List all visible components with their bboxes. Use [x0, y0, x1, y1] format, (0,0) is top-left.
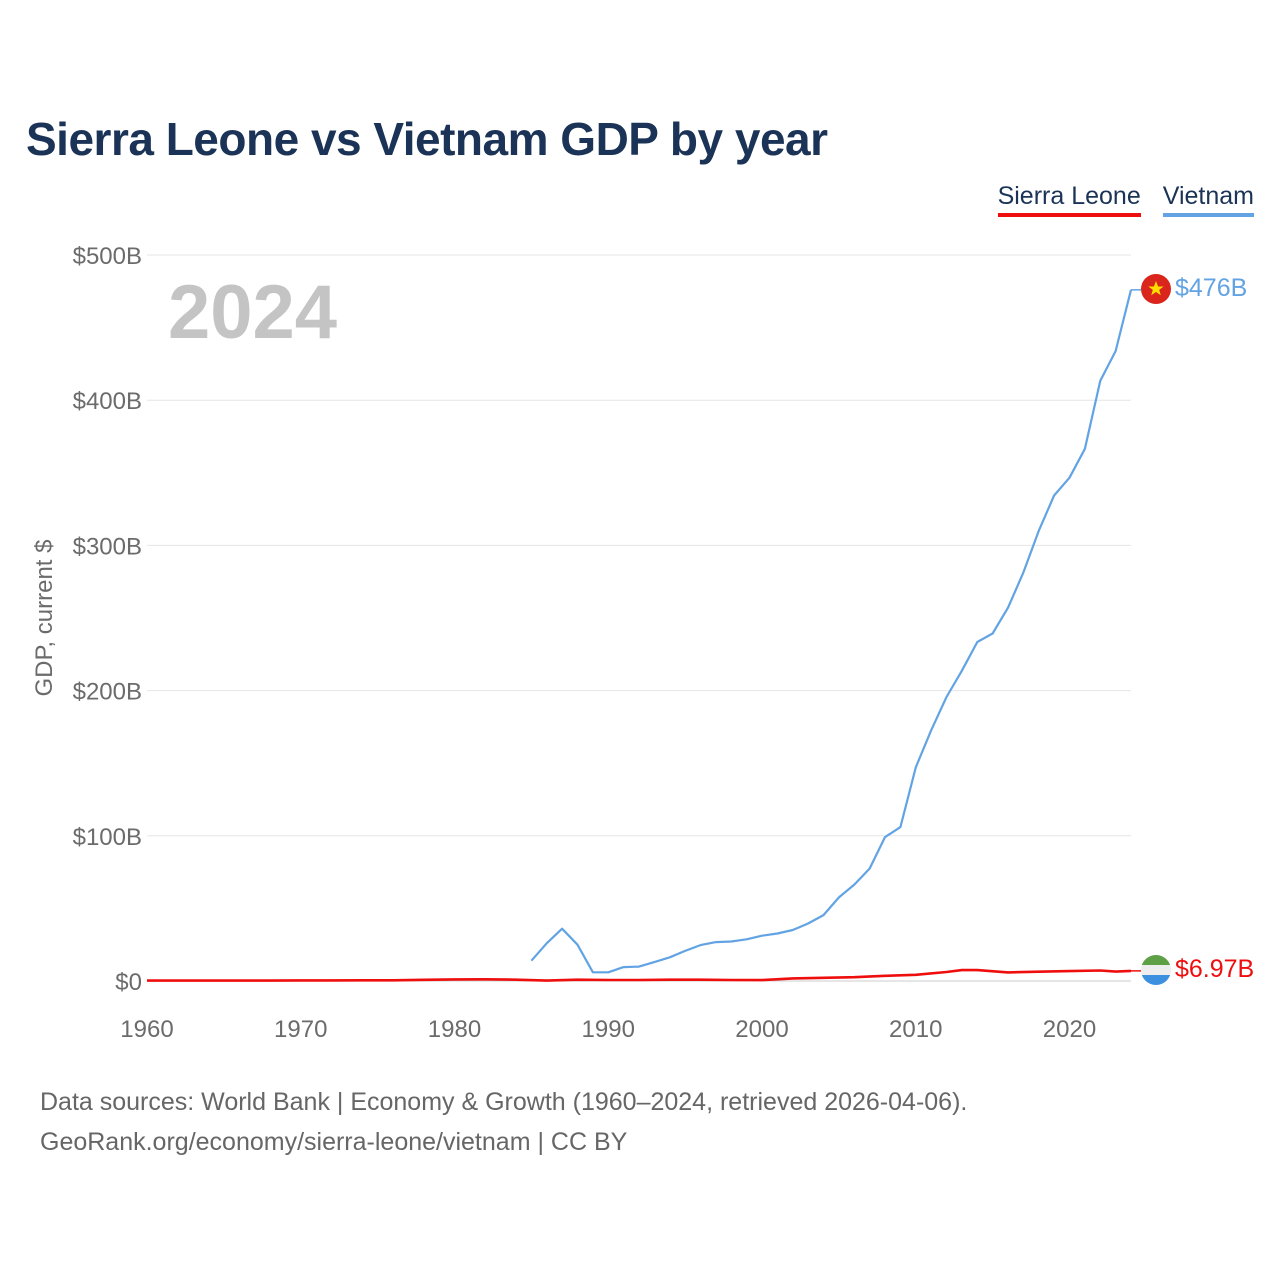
year-label: 2024: [168, 270, 337, 355]
legend: Sierra Leone Vietnam: [997, 182, 1254, 217]
x-tick-label: 1990: [582, 1016, 635, 1043]
sierra-leone-end-label: $6.97B: [1175, 955, 1254, 983]
y-tick-label: $500B: [73, 243, 142, 270]
y-axis-label: GDP, current $: [31, 540, 58, 697]
end-markers: $476B $6.97B: [1141, 274, 1254, 985]
legend-item-vietnam[interactable]: Vietnam: [1162, 182, 1254, 217]
vietnam-flag-icon: [1141, 274, 1171, 304]
x-tick-label: 2000: [735, 1016, 788, 1043]
x-tick-label: 1960: [120, 1016, 173, 1043]
legend-item-sierra-leone[interactable]: Sierra Leone: [997, 182, 1141, 217]
vietnam-end-label: $476B: [1175, 274, 1247, 302]
grid-lines: [147, 254, 1131, 982]
x-axis-ticks: 1960 1970 1980 1990 2000 2010 2020: [120, 1016, 1096, 1043]
sierra-leone-flag-icon: [1141, 955, 1171, 985]
vietnam-line: [530, 289, 1133, 974]
y-axis-ticks: $0 $100B $200B $300B $400B $500B: [73, 243, 142, 996]
x-tick-label: 1980: [428, 1016, 481, 1043]
x-tick-label: 2020: [1043, 1016, 1096, 1043]
y-tick-label: $100B: [73, 824, 142, 851]
y-tick-label: $400B: [73, 388, 142, 415]
y-tick-label: $200B: [73, 679, 142, 706]
footer: Data sources: World Bank | Economy & Gro…: [40, 1082, 967, 1162]
footer-attribution[interactable]: GeoRank.org/economy/sierra-leone/vietnam…: [40, 1128, 628, 1156]
y-tick-label: $0: [115, 969, 142, 996]
chart-title: Sierra Leone vs Vietnam GDP by year: [26, 113, 828, 165]
sierra-leone-line: [147, 968, 1132, 982]
x-tick-label: 1970: [274, 1016, 327, 1043]
x-tick-label: 2010: [889, 1016, 942, 1043]
series-lines: [147, 289, 1141, 982]
y-tick-label: $300B: [73, 533, 142, 560]
footer-sources: Data sources: World Bank | Economy & Gro…: [40, 1088, 968, 1116]
